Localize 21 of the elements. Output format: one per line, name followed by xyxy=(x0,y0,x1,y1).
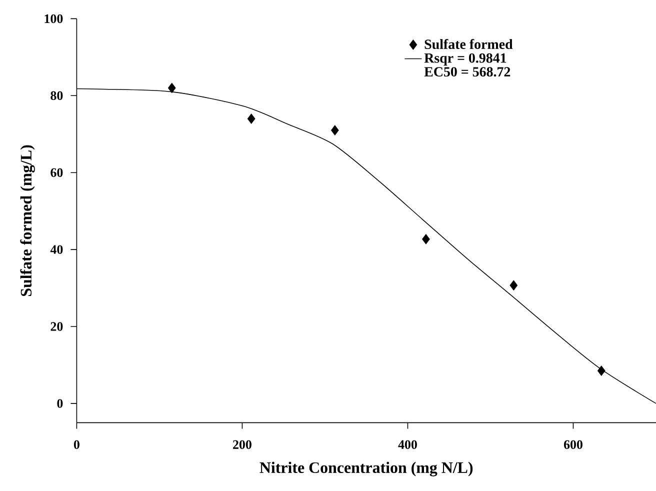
x-tick-label: 600 xyxy=(564,440,582,449)
point xyxy=(330,125,339,136)
y-tick-label: 20 xyxy=(50,322,63,331)
y-tick-label: 40 xyxy=(50,245,63,254)
point xyxy=(168,82,176,94)
y-tick-label: 0 xyxy=(57,399,63,408)
y-tick-label: 80 xyxy=(50,91,63,100)
annotation: EC50 = 568.72 xyxy=(424,67,510,77)
point xyxy=(597,366,606,376)
x-tick-label: 400 xyxy=(398,440,417,449)
y-tick-label: 100 xyxy=(44,14,63,24)
x-tick-label: 200 xyxy=(233,440,252,449)
x-axis-title: Nitrite Concentration (mg N/L) xyxy=(260,462,473,476)
legend-label: Rsqr = 0.9841 xyxy=(424,53,506,66)
x-tick-label: 0 xyxy=(74,440,80,449)
point xyxy=(422,234,430,244)
y-axis-title: Sulfate formed (mg/L) xyxy=(20,145,35,296)
point xyxy=(510,280,518,291)
legend-label: Sulfate formed xyxy=(424,39,513,50)
y-tick-label: 60 xyxy=(50,168,63,177)
point xyxy=(247,114,256,124)
